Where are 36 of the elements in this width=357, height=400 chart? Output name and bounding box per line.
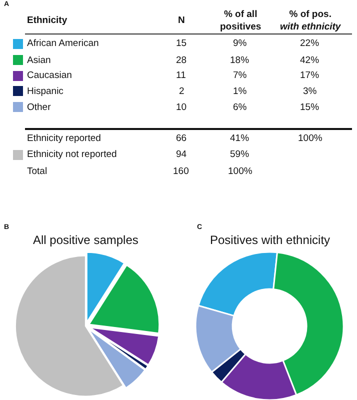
text: 10 — [176, 102, 187, 113]
data-label: 18% — [230, 55, 250, 66]
text: 66 — [176, 133, 187, 144]
text: 28 — [176, 55, 187, 66]
data-label: 9% — [233, 38, 248, 49]
text: 2 — [179, 86, 184, 97]
legend-label: Caucasian — [27, 70, 72, 81]
text: Total — [27, 166, 48, 177]
text: 41% — [230, 133, 250, 144]
text: Ethnicity — [27, 15, 68, 26]
text: 100% — [228, 166, 253, 177]
data-label: 59% — [230, 149, 250, 160]
text: 15 — [176, 38, 187, 49]
text: Ethnicity reported — [27, 133, 101, 144]
legend-label: African American — [27, 38, 99, 49]
text: % of pos. with ethnicity — [280, 9, 342, 32]
text: 17% — [300, 70, 320, 81]
text: % of all positives — [220, 9, 262, 32]
legend-label: Asian — [27, 55, 51, 66]
text: N — [178, 15, 185, 26]
text: 160 — [173, 166, 189, 177]
data-label: 7% — [233, 70, 248, 81]
text: 11 — [176, 70, 186, 81]
legend-label: Hispanic — [27, 86, 64, 97]
data-label: 1% — [233, 86, 248, 97]
text: 94 — [176, 149, 187, 160]
chart-title: Positives with ethnicity — [210, 233, 330, 247]
text: 15% — [300, 102, 320, 113]
legend-label: Ethnicity not reported — [27, 149, 117, 160]
text: 22% — [300, 38, 320, 49]
text: 3% — [303, 86, 318, 97]
data-label: 6% — [233, 102, 248, 113]
text: All positive samples — [33, 233, 138, 247]
legend-label: Other — [27, 102, 51, 113]
text: 100% — [298, 133, 323, 144]
text: 42% — [300, 55, 320, 66]
